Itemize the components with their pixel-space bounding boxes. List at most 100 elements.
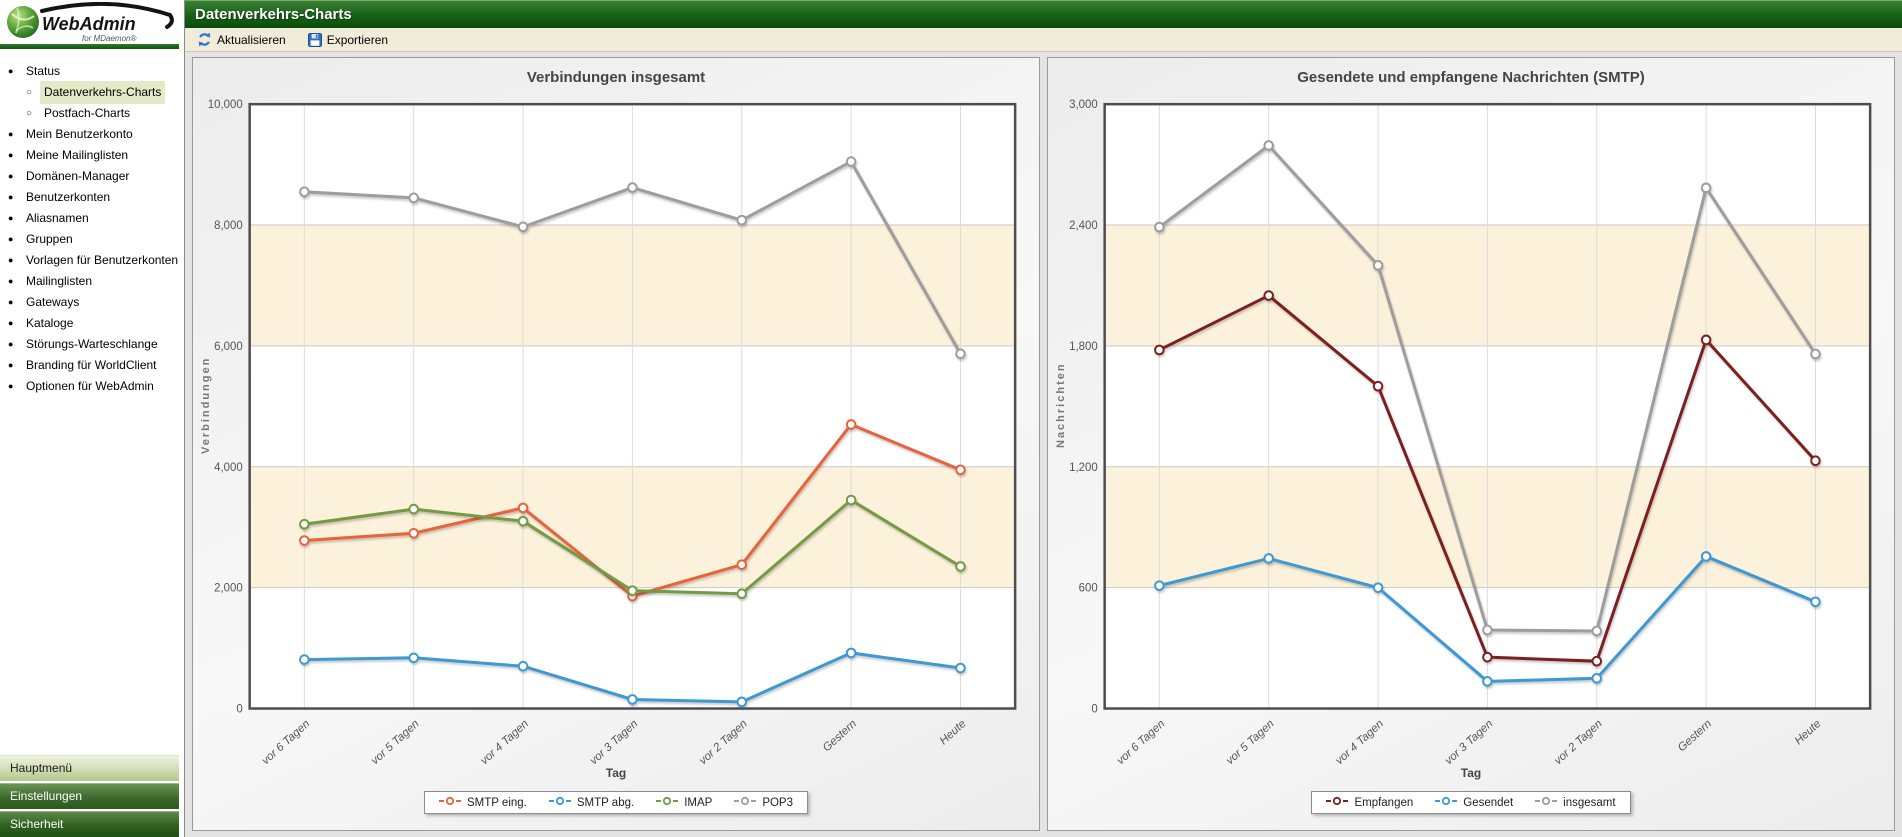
sidebar-item-benutzerkonten[interactable]: ● Benutzerkonten <box>8 187 184 208</box>
sidebar-menu: ● Status ○ Datenverkehrs-Charts ○ Postfach-Ch… <box>0 49 184 397</box>
webadmin-logo: WebAdmin for MDaemon® <box>0 0 184 44</box>
sidebar-button-einstellungen[interactable]: Einstellungen <box>0 783 179 809</box>
sidebar-item-vorlagen-f-r-benutzerkonten[interactable]: ● Vorlagen für Benutzerkonten <box>8 250 184 271</box>
sidebar: WebAdmin for MDaemon® ● Status ○ Datenverke… <box>0 0 184 837</box>
svg-text:vor 6 Tagen: vor 6 Tagen <box>260 718 312 767</box>
sidebar-item-label: Mein Benutzerkonto <box>26 127 133 141</box>
connections-line-chart: 0 2,000 4,000 6,000 8,000 10,000 vor 6 Tagen vo… <box>208 99 1017 767</box>
sidebar-item-label: Störungs-Warteschlange <box>26 337 158 351</box>
sidebar-item-label: Domänen-Manager <box>26 169 130 183</box>
sidebar-item-label: Kataloge <box>26 316 74 330</box>
svg-text:vor 3 Tagen: vor 3 Tagen <box>588 718 640 767</box>
svg-text:Heute: Heute <box>1793 718 1824 748</box>
page-titlebar: Datenverkehrs-Charts <box>185 0 1902 28</box>
svg-text:3,000: 3,000 <box>1069 99 1098 111</box>
logo-title: WebAdmin <box>42 14 136 34</box>
item-bullet-icon: ● <box>8 213 14 223</box>
subitem-bullet-icon: ○ <box>26 108 33 119</box>
x-axis-label: Tag <box>605 766 627 780</box>
legend-item-imap: IMAP <box>656 796 712 809</box>
sidebar-item-mailinglisten[interactable]: ● Mailinglisten <box>8 271 184 292</box>
legend-marker-icon <box>1326 796 1349 809</box>
item-bullet-icon: ● <box>8 381 14 391</box>
export-button[interactable]: Exportieren <box>304 31 392 49</box>
item-bullet-icon: ● <box>8 66 14 76</box>
svg-text:8,000: 8,000 <box>214 220 243 232</box>
sidebar-item-gateways[interactable]: ● Gateways <box>8 292 184 313</box>
item-bullet-icon: ● <box>8 234 14 244</box>
sidebar-item-label: Aliasnamen <box>26 211 89 225</box>
chart-title: Gesendete und empfangene Nachrichten (SM… <box>1297 69 1645 86</box>
item-bullet-icon: ● <box>8 360 14 370</box>
sidebar-item-label: Mailinglisten <box>26 274 93 288</box>
refresh-icon <box>198 32 211 47</box>
charts-content: Verbindungen insgesamt 0 2,000 4,000 6,000 8… <box>185 52 1902 837</box>
messages-line-chart: 0 600 1,200 1,800 2,400 3,000 vor 6 Tagen vor 5… <box>1069 99 1872 767</box>
svg-text:6,000: 6,000 <box>214 341 243 353</box>
chart-title: Verbindungen insgesamt <box>526 69 706 86</box>
svg-text:1,200: 1,200 <box>1069 462 1098 474</box>
item-bullet-icon: ● <box>8 171 14 181</box>
svg-text:2,000: 2,000 <box>214 583 243 595</box>
legend-label: IMAP <box>684 796 713 809</box>
svg-text:Heute: Heute <box>938 718 969 748</box>
globe-icon <box>7 6 39 38</box>
sidebar-item-label: Status <box>26 64 61 78</box>
legend-marker-icon <box>656 796 679 809</box>
sidebar-item-mein-benutzerkonto[interactable]: ● Mein Benutzerkonto <box>8 124 184 145</box>
toolbar: Aktualisieren Exportieren <box>185 28 1902 52</box>
y-axis-label: Verbindungen <box>200 356 212 454</box>
item-bullet-icon: ● <box>8 192 14 202</box>
sidebar-item-status[interactable]: ● Status <box>8 61 184 82</box>
sidebar-item-branding-f-r-worldclient[interactable]: ● Branding für WorldClient <box>8 355 184 376</box>
legend-label: POP3 <box>762 796 793 809</box>
sidebar-green-divider <box>0 44 179 49</box>
svg-text:vor 2 Tagen: vor 2 Tagen <box>697 718 749 767</box>
legend-marker-icon <box>1535 796 1558 809</box>
item-bullet-icon: ● <box>8 150 14 160</box>
sidebar-item-datenverkehrs-charts[interactable]: ○ Datenverkehrs-Charts <box>8 81 184 104</box>
sidebar-item-label: Postfach-Charts <box>44 106 131 120</box>
sidebar-item-label: Gruppen <box>26 232 73 246</box>
svg-text:vor 5 Tagen: vor 5 Tagen <box>369 718 421 767</box>
chart-legend: SMTP eing. SMTP abg. IMAP POP3 <box>423 791 808 814</box>
svg-text:10,000: 10,000 <box>208 99 243 111</box>
sidebar-item-label: Benutzerkonten <box>26 190 111 204</box>
svg-text:2,400: 2,400 <box>1069 220 1098 232</box>
svg-text:0: 0 <box>236 703 242 715</box>
sidebar-bottom-buttons: Hauptmenü Einstellungen Sicherheit <box>0 753 179 837</box>
legend-marker-icon <box>734 796 757 809</box>
page-title: Datenverkehrs-Charts <box>195 6 352 23</box>
sidebar-item-aliasnamen[interactable]: ● Aliasnamen <box>8 208 184 229</box>
sidebar-item-st-rungs-warteschlange[interactable]: ● Störungs-Warteschlange <box>8 334 184 355</box>
legend-item-gesendet: Gesendet <box>1435 796 1513 809</box>
chart-legend: Empfangen Gesendet insgesamt <box>1311 791 1631 814</box>
subitem-bullet-icon: ○ <box>26 87 33 98</box>
svg-text:1,800: 1,800 <box>1069 341 1098 353</box>
sidebar-item-optionen-f-r-webadmin[interactable]: ● Optionen für WebAdmin <box>8 376 184 397</box>
logo-graphic: WebAdmin for MDaemon® <box>7 1 174 43</box>
refresh-button-label: Aktualisieren <box>217 32 286 47</box>
svg-text:vor 4 Tagen: vor 4 Tagen <box>479 718 531 767</box>
sidebar-item-label: Datenverkehrs-Charts <box>40 81 166 104</box>
svg-text:Gestern: Gestern <box>821 718 859 754</box>
sidebar-item-dom-nen-manager[interactable]: ● Domänen-Manager <box>8 166 184 187</box>
legend-label: SMTP abg. <box>576 796 635 809</box>
sidebar-button-hauptmen[interactable]: Hauptmenü <box>0 755 179 781</box>
sidebar-item-label: Vorlagen für Benutzerkonten <box>26 253 179 267</box>
chart-panel-messages: Gesendete und empfangene Nachrichten (SM… <box>1047 57 1895 831</box>
legend-label: insgesamt <box>1563 796 1616 809</box>
legend-marker-icon <box>548 796 571 809</box>
sidebar-item-kataloge[interactable]: ● Kataloge <box>8 313 184 334</box>
sidebar-item-meine-mailinglisten[interactable]: ● Meine Mailinglisten <box>8 145 184 166</box>
sidebar-button-sicherheit[interactable]: Sicherheit <box>0 811 179 837</box>
svg-text:vor 2 Tagen: vor 2 Tagen <box>1552 718 1604 767</box>
legend-label: SMTP eing. <box>466 796 527 809</box>
item-bullet-icon: ● <box>8 276 14 286</box>
sidebar-item-gruppen[interactable]: ● Gruppen <box>8 229 184 250</box>
item-bullet-icon: ● <box>8 255 14 265</box>
refresh-button[interactable]: Aktualisieren <box>193 30 290 49</box>
sidebar-item-postfach-charts[interactable]: ○ Postfach-Charts <box>8 103 184 124</box>
sidebar-item-label: Optionen für WebAdmin <box>26 379 154 393</box>
